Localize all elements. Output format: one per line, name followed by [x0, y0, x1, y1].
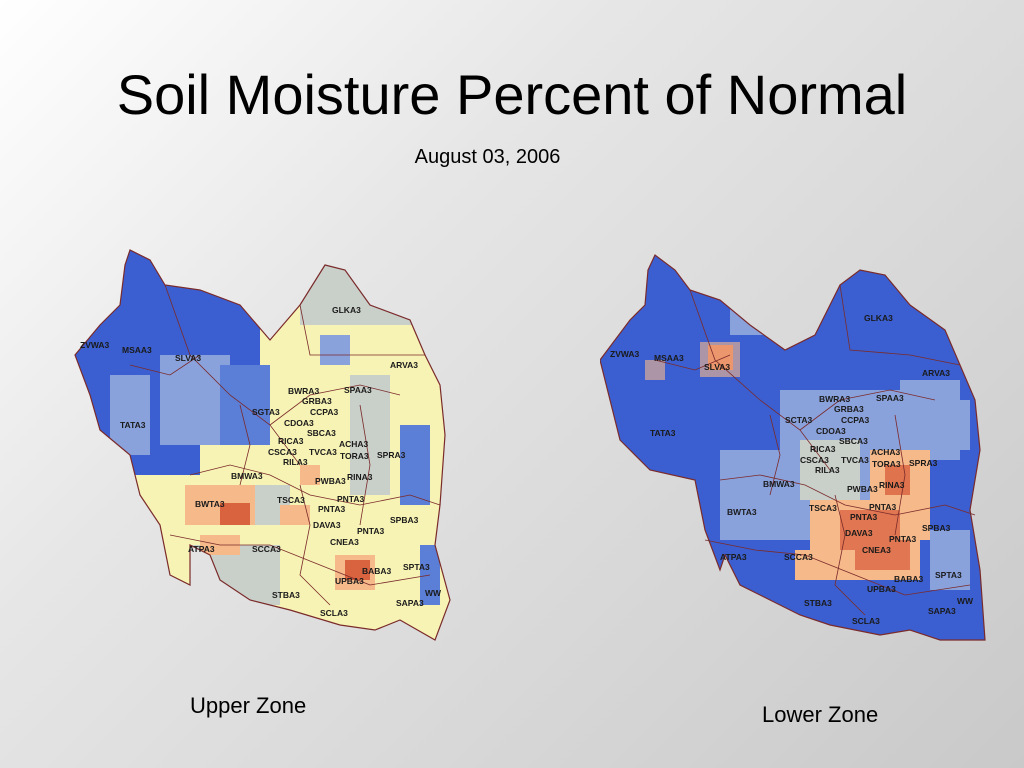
lower-basin-labels: ZVWA3 MSAA3 SLVA3 GLKA3 TATA3 ARVA3 BWRA…: [610, 313, 974, 626]
basin-label: STBA3: [804, 598, 832, 608]
basin-label: DAVA3: [845, 528, 873, 538]
basin-label: CNEA3: [330, 537, 359, 547]
basin-label: MSAA3: [654, 353, 684, 363]
basin-label: SPAA3: [344, 385, 372, 395]
upper-zone-caption: Upper Zone: [190, 693, 307, 718]
basin-label: BWRA3: [288, 386, 319, 396]
basin-label: DAVA3: [313, 520, 341, 530]
basin-label: CDOA3: [284, 418, 314, 428]
upper-basin-boundaries: [129, 284, 441, 606]
upper-basin-labels: ZVWA3 MSAA3 SLVA3 TATA3 GLKA3 ARVA3 BWRA…: [80, 305, 442, 618]
map-date: August 03, 2006: [414, 146, 561, 168]
basin-label: SPBA3: [390, 515, 419, 525]
basin-label: BABA3: [362, 566, 392, 576]
basin-label: WW: [957, 596, 974, 606]
basin-label: SCLA3: [852, 616, 880, 626]
basin-label: TORA3: [340, 451, 369, 461]
basin-label: PNTA3: [889, 534, 917, 544]
basin-label: ACHA3: [339, 439, 369, 449]
basin-label: GRBA3: [302, 396, 332, 406]
basin-label: ACHA3: [871, 447, 901, 457]
upper-zone-map: ZVWA3 MSAA3 SLVA3 TATA3 GLKA3 ARVA3 BWRA…: [70, 245, 460, 645]
basin-label: SBCA3: [307, 428, 336, 438]
basin-label: TSCA3: [277, 495, 305, 505]
basin-label: SPTA3: [935, 570, 962, 580]
page-title: Soil Moisture Percent of Normal: [116, 63, 908, 126]
basin-label: BWRA3: [819, 394, 850, 404]
basin-label: RICA3: [278, 436, 304, 446]
basin-label: PWBA3: [315, 476, 346, 486]
basin-label: SBCA3: [839, 436, 868, 446]
basin-label: SCTA3: [785, 415, 813, 425]
basin-label: ARVA3: [922, 368, 950, 378]
basin-label: ATPA3: [188, 544, 215, 554]
basin-label: ZVWA3: [80, 340, 110, 350]
lower-zone-caption: Lower Zone: [762, 702, 879, 727]
basin-label: BMWA3: [763, 479, 795, 489]
basin-label: CDOA3: [816, 426, 846, 436]
basin-label: PNTA3: [357, 526, 385, 536]
basin-label: ARVA3: [390, 360, 418, 370]
basin-label: SAPA3: [928, 606, 956, 616]
basin-label: SLVA3: [175, 353, 201, 363]
basin-label: MSAA3: [122, 345, 152, 355]
basin-label: SAPA3: [396, 598, 424, 608]
basin-label: SCLA3: [320, 608, 348, 618]
basin-label: GLKA3: [332, 305, 361, 315]
basin-label: TVCA3: [309, 447, 337, 457]
basin-label: PNTA3: [850, 512, 878, 522]
basin-label: TORA3: [872, 459, 901, 469]
basin-label: BWTA3: [195, 499, 225, 509]
basin-label: SPRA3: [377, 450, 406, 460]
basin-label: CCPA3: [310, 407, 338, 417]
basin-label: PWBA3: [847, 484, 878, 494]
lower-basin-boundaries: [654, 284, 976, 616]
basin-label: SPRA3: [909, 458, 938, 468]
basin-label: CNEA3: [862, 545, 891, 555]
basin-label: UPBA3: [335, 576, 364, 586]
basin-label: PNTA3: [869, 502, 897, 512]
basin-label: GLKA3: [864, 313, 893, 323]
basin-label: CSCA3: [800, 455, 829, 465]
basin-label: GRBA3: [834, 404, 864, 414]
basin-label: SCCA3: [784, 552, 813, 562]
basin-label: TSCA3: [809, 503, 837, 513]
basin-label: RILA3: [283, 457, 308, 467]
basin-label: RILA3: [815, 465, 840, 475]
lower-zone-map: ZVWA3 MSAA3 SLVA3 GLKA3 TATA3 ARVA3 BWRA…: [600, 250, 990, 650]
basin-label: RINA3: [347, 472, 373, 482]
basin-label: TATA3: [650, 428, 676, 438]
basin-label: STBA3: [272, 590, 300, 600]
basin-label: TATA3: [120, 420, 146, 430]
basin-label: SPBA3: [922, 523, 951, 533]
basin-label: BABA3: [894, 574, 924, 584]
basin-label: ZVWA3: [610, 349, 640, 359]
basin-label: BMWA3: [231, 471, 263, 481]
basin-label: SGTA3: [252, 407, 280, 417]
basin-label: SPTA3: [403, 562, 430, 572]
basin-label: CCPA3: [841, 415, 869, 425]
basin-label: ATPA3: [720, 552, 747, 562]
basin-label: PNTA3: [318, 504, 346, 514]
basin-label: SLVA3: [704, 362, 730, 372]
basin-label: BWTA3: [727, 507, 757, 517]
basin-label: UPBA3: [867, 584, 896, 594]
basin-label: PNTA3: [337, 494, 365, 504]
basin-label: CSCA3: [268, 447, 297, 457]
basin-label: SCCA3: [252, 544, 281, 554]
basin-label: RICA3: [810, 444, 836, 454]
lower-map-fill: [600, 255, 985, 640]
upper-map-fill: [75, 250, 450, 640]
basin-label: SPAA3: [876, 393, 904, 403]
basin-label: RINA3: [879, 480, 905, 490]
basin-label: TVCA3: [841, 455, 869, 465]
basin-label: WW: [425, 588, 442, 598]
